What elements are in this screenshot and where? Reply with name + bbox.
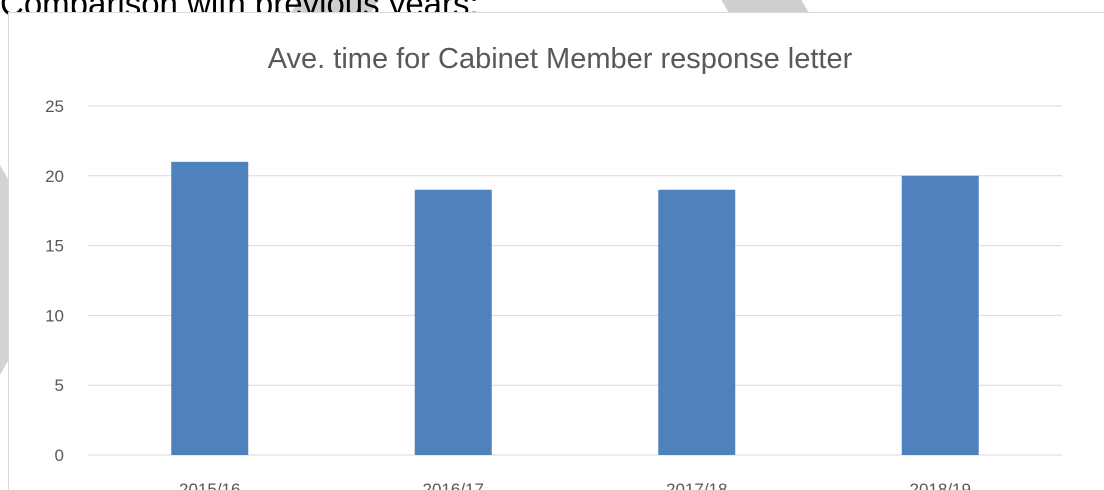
bar-2017-18 <box>658 189 736 455</box>
x-tick-label: 2018/19 <box>910 480 971 490</box>
bar-2018-19 <box>901 175 979 456</box>
y-axis-tick-labels: 0 5 10 15 20 25 <box>45 97 64 465</box>
y-tick-label: 25 <box>45 97 64 116</box>
x-axis-tick-labels: 2015/16 2016/17 2017/18 2018/19 <box>179 480 971 490</box>
x-tick-label: 2017/18 <box>666 480 727 490</box>
x-tick-label: 2015/16 <box>179 480 240 490</box>
y-tick-label: 15 <box>45 237 64 256</box>
y-tick-label: 0 <box>55 446 64 465</box>
y-tick-label: 5 <box>55 376 64 395</box>
bars <box>171 161 979 456</box>
bar-2016-17 <box>414 189 492 455</box>
x-tick-label: 2016/17 <box>423 480 484 490</box>
y-tick-label: 10 <box>45 306 64 325</box>
bar-2015-16 <box>171 161 249 455</box>
y-tick-label: 20 <box>45 167 64 186</box>
gridlines <box>88 105 1062 456</box>
chart-title: Ave. time for Cabinet Member response le… <box>268 43 853 75</box>
